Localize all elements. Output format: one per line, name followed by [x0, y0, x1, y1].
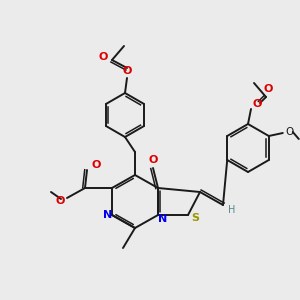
Text: O: O	[98, 52, 108, 62]
Text: O: O	[122, 66, 132, 76]
Text: O: O	[286, 127, 294, 137]
Text: O: O	[263, 84, 273, 94]
Text: S: S	[191, 213, 199, 223]
Text: O: O	[55, 196, 65, 206]
Text: H: H	[228, 205, 236, 215]
Text: O: O	[252, 99, 262, 109]
Text: N: N	[158, 214, 168, 224]
Text: O: O	[148, 155, 158, 165]
Text: O: O	[91, 160, 101, 170]
Text: N: N	[103, 210, 112, 220]
